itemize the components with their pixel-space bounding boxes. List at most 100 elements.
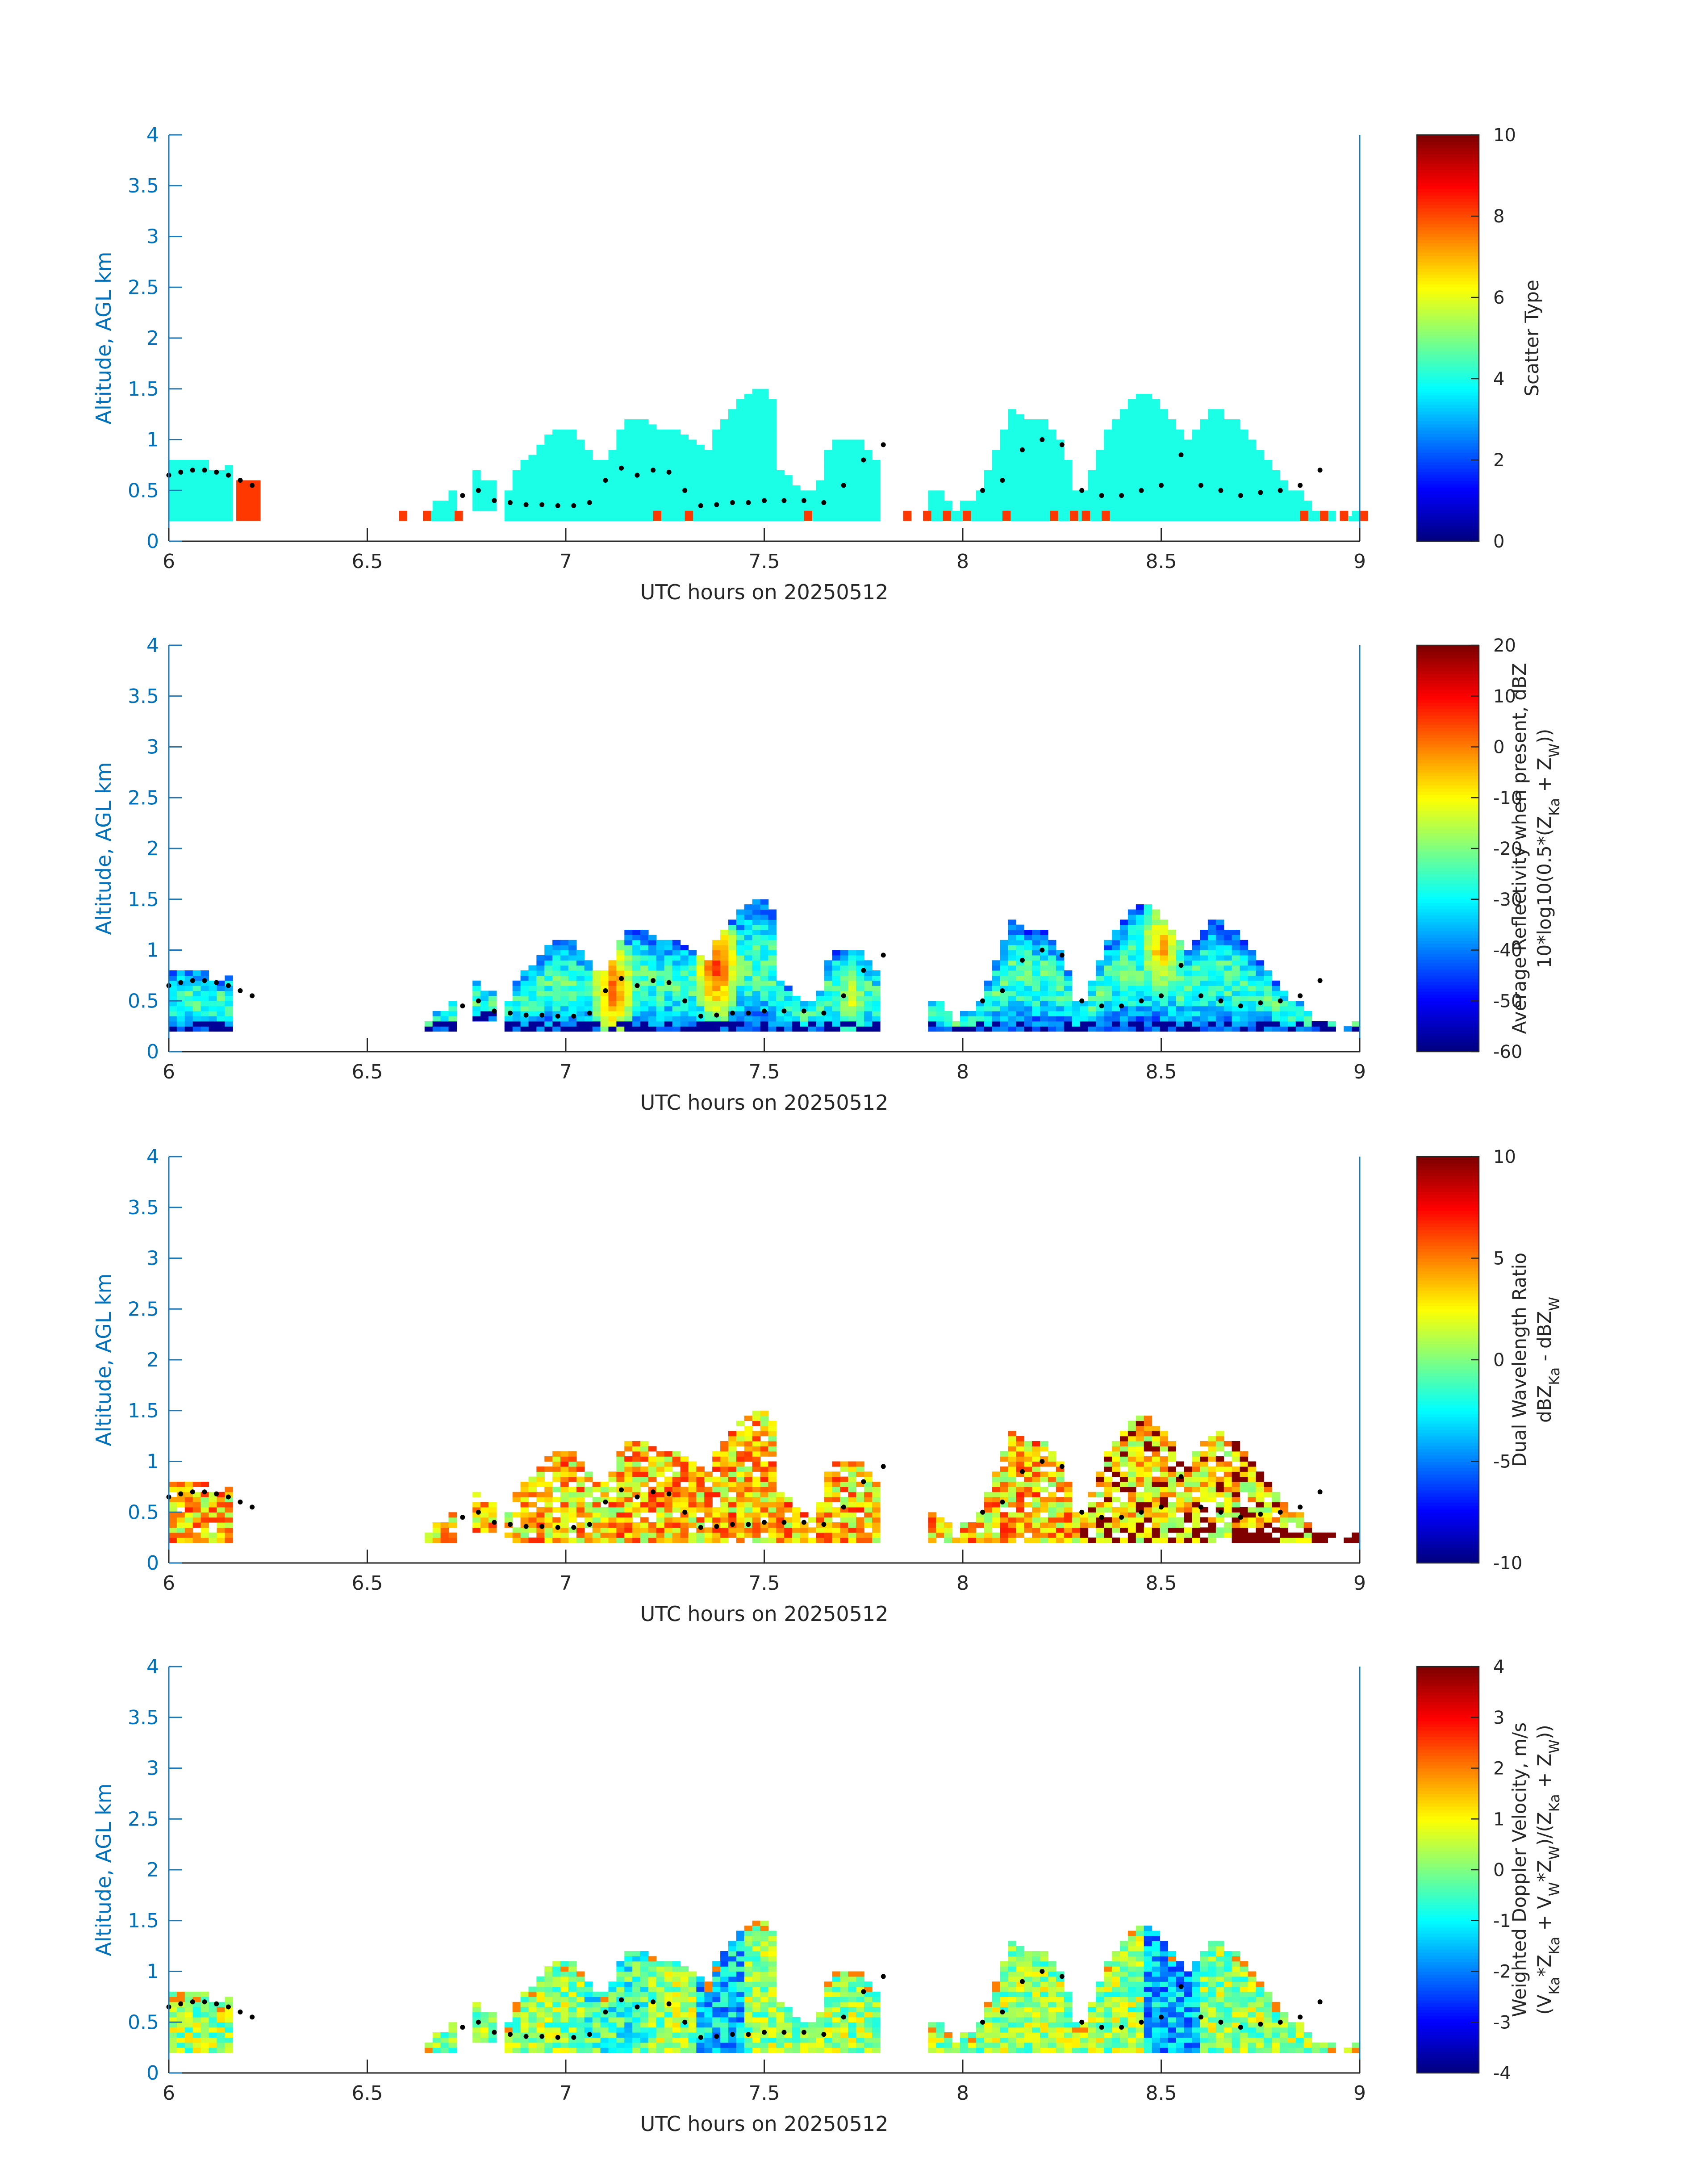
data-cell: [792, 1517, 801, 1523]
data-cell: [720, 455, 729, 460]
data-cell: [800, 1001, 809, 1007]
data-cell: [1200, 1492, 1208, 1497]
data-cell: [1080, 506, 1088, 511]
data-cell: [568, 1492, 577, 1497]
data-cell: [1016, 495, 1024, 501]
data-cell: [1184, 460, 1192, 465]
data-cell: [1080, 1532, 1088, 1538]
data-cell: [1032, 1441, 1040, 1446]
data-cell: [624, 1006, 633, 1011]
data-cell: [768, 986, 777, 991]
data-cell: [816, 1517, 825, 1523]
data-cell: [1184, 975, 1192, 981]
data-cell: [1224, 516, 1232, 522]
data-cell: [760, 1512, 769, 1518]
data-cell: [544, 1527, 553, 1533]
data-cell: [1215, 990, 1224, 996]
data-cell: [752, 1507, 761, 1513]
data-cell: [696, 995, 705, 1001]
data-cell: [225, 1538, 233, 1543]
data-cell: [760, 389, 769, 394]
data-cell: [1024, 986, 1032, 991]
data-cell: [712, 1456, 721, 1462]
data-cell: [752, 404, 761, 409]
data-cell: [592, 1522, 601, 1528]
data-cell: [1295, 1026, 1304, 1032]
data-cell: [840, 1466, 848, 1472]
colorbar-swatch: [1417, 966, 1479, 969]
colorbar-tick-label: -60: [1493, 1042, 1522, 1062]
data-cell: [832, 1482, 841, 1487]
data-cell: [1215, 1492, 1224, 1497]
data-cell: [1104, 1476, 1112, 1482]
data-cell: [976, 1532, 985, 1538]
data-cell: [1016, 1456, 1024, 1462]
data-cell: [1215, 945, 1224, 951]
data-cell: [528, 506, 537, 511]
data-cell: [1096, 1021, 1104, 1027]
colorbar-swatch: [1417, 820, 1479, 823]
data-cell: [568, 1461, 577, 1467]
data-cell: [1032, 1512, 1040, 1518]
data-cell: [848, 1466, 856, 1472]
data-cell: [1152, 506, 1161, 511]
data-cell: [616, 1466, 625, 1472]
data-cell: [1040, 1006, 1048, 1011]
data-cell: [1096, 465, 1104, 471]
data-cell: [1192, 1016, 1200, 1022]
data-cell: [1056, 975, 1065, 981]
data-cell: [1128, 919, 1136, 925]
data-cell: [816, 1016, 825, 1022]
data-cell: [856, 950, 864, 956]
data-cell: [1192, 435, 1200, 440]
data-cell: [1032, 460, 1040, 465]
data-cell: [600, 1507, 609, 1513]
data-cell: [1200, 940, 1208, 945]
data-cell: [192, 995, 201, 1001]
data-cell: [1207, 501, 1216, 506]
data-cell: [1215, 1517, 1224, 1523]
data-cell: [1024, 1446, 1032, 1452]
data-cell: [568, 1471, 577, 1477]
data-cell: [616, 1001, 625, 1007]
data-cell: [176, 1532, 185, 1538]
data-cell: [528, 1001, 537, 1007]
data-cell: [976, 1016, 985, 1022]
data-cell: [568, 995, 577, 1001]
data-cell: [688, 995, 697, 1001]
data-cell: [1128, 1476, 1136, 1482]
data-cell: [200, 1482, 209, 1487]
data-cell: [744, 424, 753, 430]
data-cell: [616, 1502, 625, 1508]
data-cell: [176, 510, 185, 516]
data-cell: [752, 1011, 761, 1016]
data-cell: [1144, 1487, 1153, 1492]
data-cell: [824, 995, 833, 1001]
data-cell: [217, 510, 225, 516]
data-cell: [1024, 1517, 1032, 1523]
data-cell: [1064, 1497, 1073, 1503]
data-cell: [1215, 465, 1224, 471]
colorbar-swatch: [1417, 826, 1479, 830]
data-cell: [608, 1502, 617, 1508]
data-cell: [608, 1507, 617, 1513]
data-cell: [552, 970, 561, 976]
data-cell: [576, 1512, 585, 1518]
data-cell: [1080, 1011, 1088, 1016]
data-cell: [608, 460, 617, 465]
data-cell: [1128, 490, 1136, 496]
data-cell: [864, 1507, 873, 1513]
data-cell: [560, 1001, 569, 1007]
cloud-base-dot: [214, 980, 219, 985]
colorbar-swatch: [1417, 205, 1479, 209]
data-cell: [1104, 960, 1112, 966]
data-cell: [872, 1538, 881, 1543]
data-cell: [1144, 980, 1153, 986]
data-cell: [704, 480, 713, 486]
colorbar-swatch: [1417, 1016, 1479, 1020]
data-cell: [720, 1451, 729, 1457]
data-cell: [1048, 1026, 1057, 1032]
y-tick-label: 2: [146, 837, 159, 860]
data-cell: [1207, 980, 1216, 986]
data-cell: [768, 470, 777, 476]
